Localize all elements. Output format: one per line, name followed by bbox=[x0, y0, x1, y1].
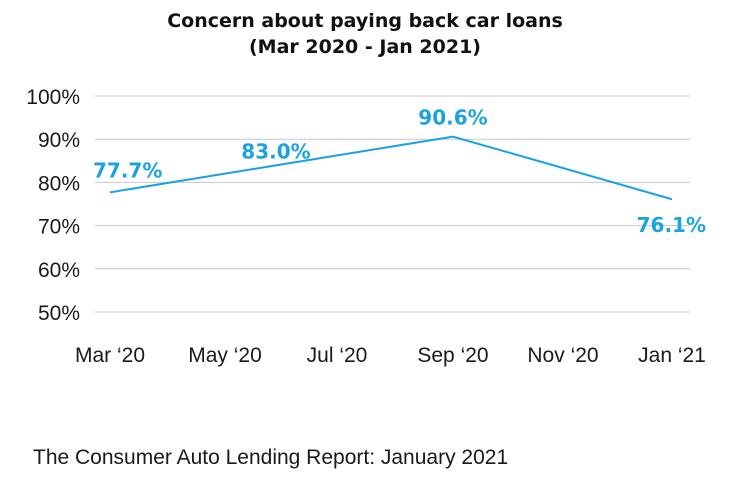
x-tick-label: Mar ‘20 bbox=[75, 344, 145, 367]
chart-title: Concern about paying back car loans bbox=[167, 10, 563, 32]
x-axis-ticks: Mar ‘20 May ‘20 Jul ‘20 Sep ‘20 Nov ‘20 Jan ‘… bbox=[75, 344, 706, 367]
series-line bbox=[109, 135, 673, 201]
data-label: 77.7% bbox=[93, 158, 162, 182]
annotation-label: 83.0% bbox=[241, 139, 310, 163]
data-label: 90.6% bbox=[418, 106, 487, 130]
chart-title-block: Concern about paying back car loans (Mar… bbox=[0, 8, 730, 60]
data-labels: 77.7% 90.6% 76.1% 83.0% bbox=[93, 106, 706, 238]
x-tick-label: Jul ‘20 bbox=[307, 344, 368, 367]
y-tick-label: 80% bbox=[38, 172, 80, 195]
data-label: 76.1% bbox=[637, 213, 706, 237]
y-tick-label: 60% bbox=[38, 259, 80, 282]
line-chart: 100% 90% 80% 70% 60% 50% Mar ‘20 May ‘20 Jul ‘2… bbox=[26, 86, 706, 367]
gridlines bbox=[95, 95, 690, 313]
x-tick-label: Sep ‘20 bbox=[417, 344, 488, 367]
x-tick-label: May ‘20 bbox=[188, 344, 262, 367]
y-tick-label: 90% bbox=[38, 129, 80, 152]
series-line-path bbox=[109, 135, 673, 201]
y-tick-label: 70% bbox=[38, 216, 80, 239]
source-footer: The Consumer Auto Lending Report: Januar… bbox=[33, 446, 509, 469]
x-tick-label: Nov ‘20 bbox=[527, 344, 598, 367]
y-tick-label: 100% bbox=[26, 86, 80, 109]
chart-subtitle: (Mar 2020 - Jan 2021) bbox=[249, 36, 481, 58]
y-tick-label: 50% bbox=[38, 302, 80, 325]
x-tick-label: Jan ‘21 bbox=[638, 344, 706, 367]
y-axis-ticks: 100% 90% 80% 70% 60% 50% bbox=[26, 86, 80, 325]
